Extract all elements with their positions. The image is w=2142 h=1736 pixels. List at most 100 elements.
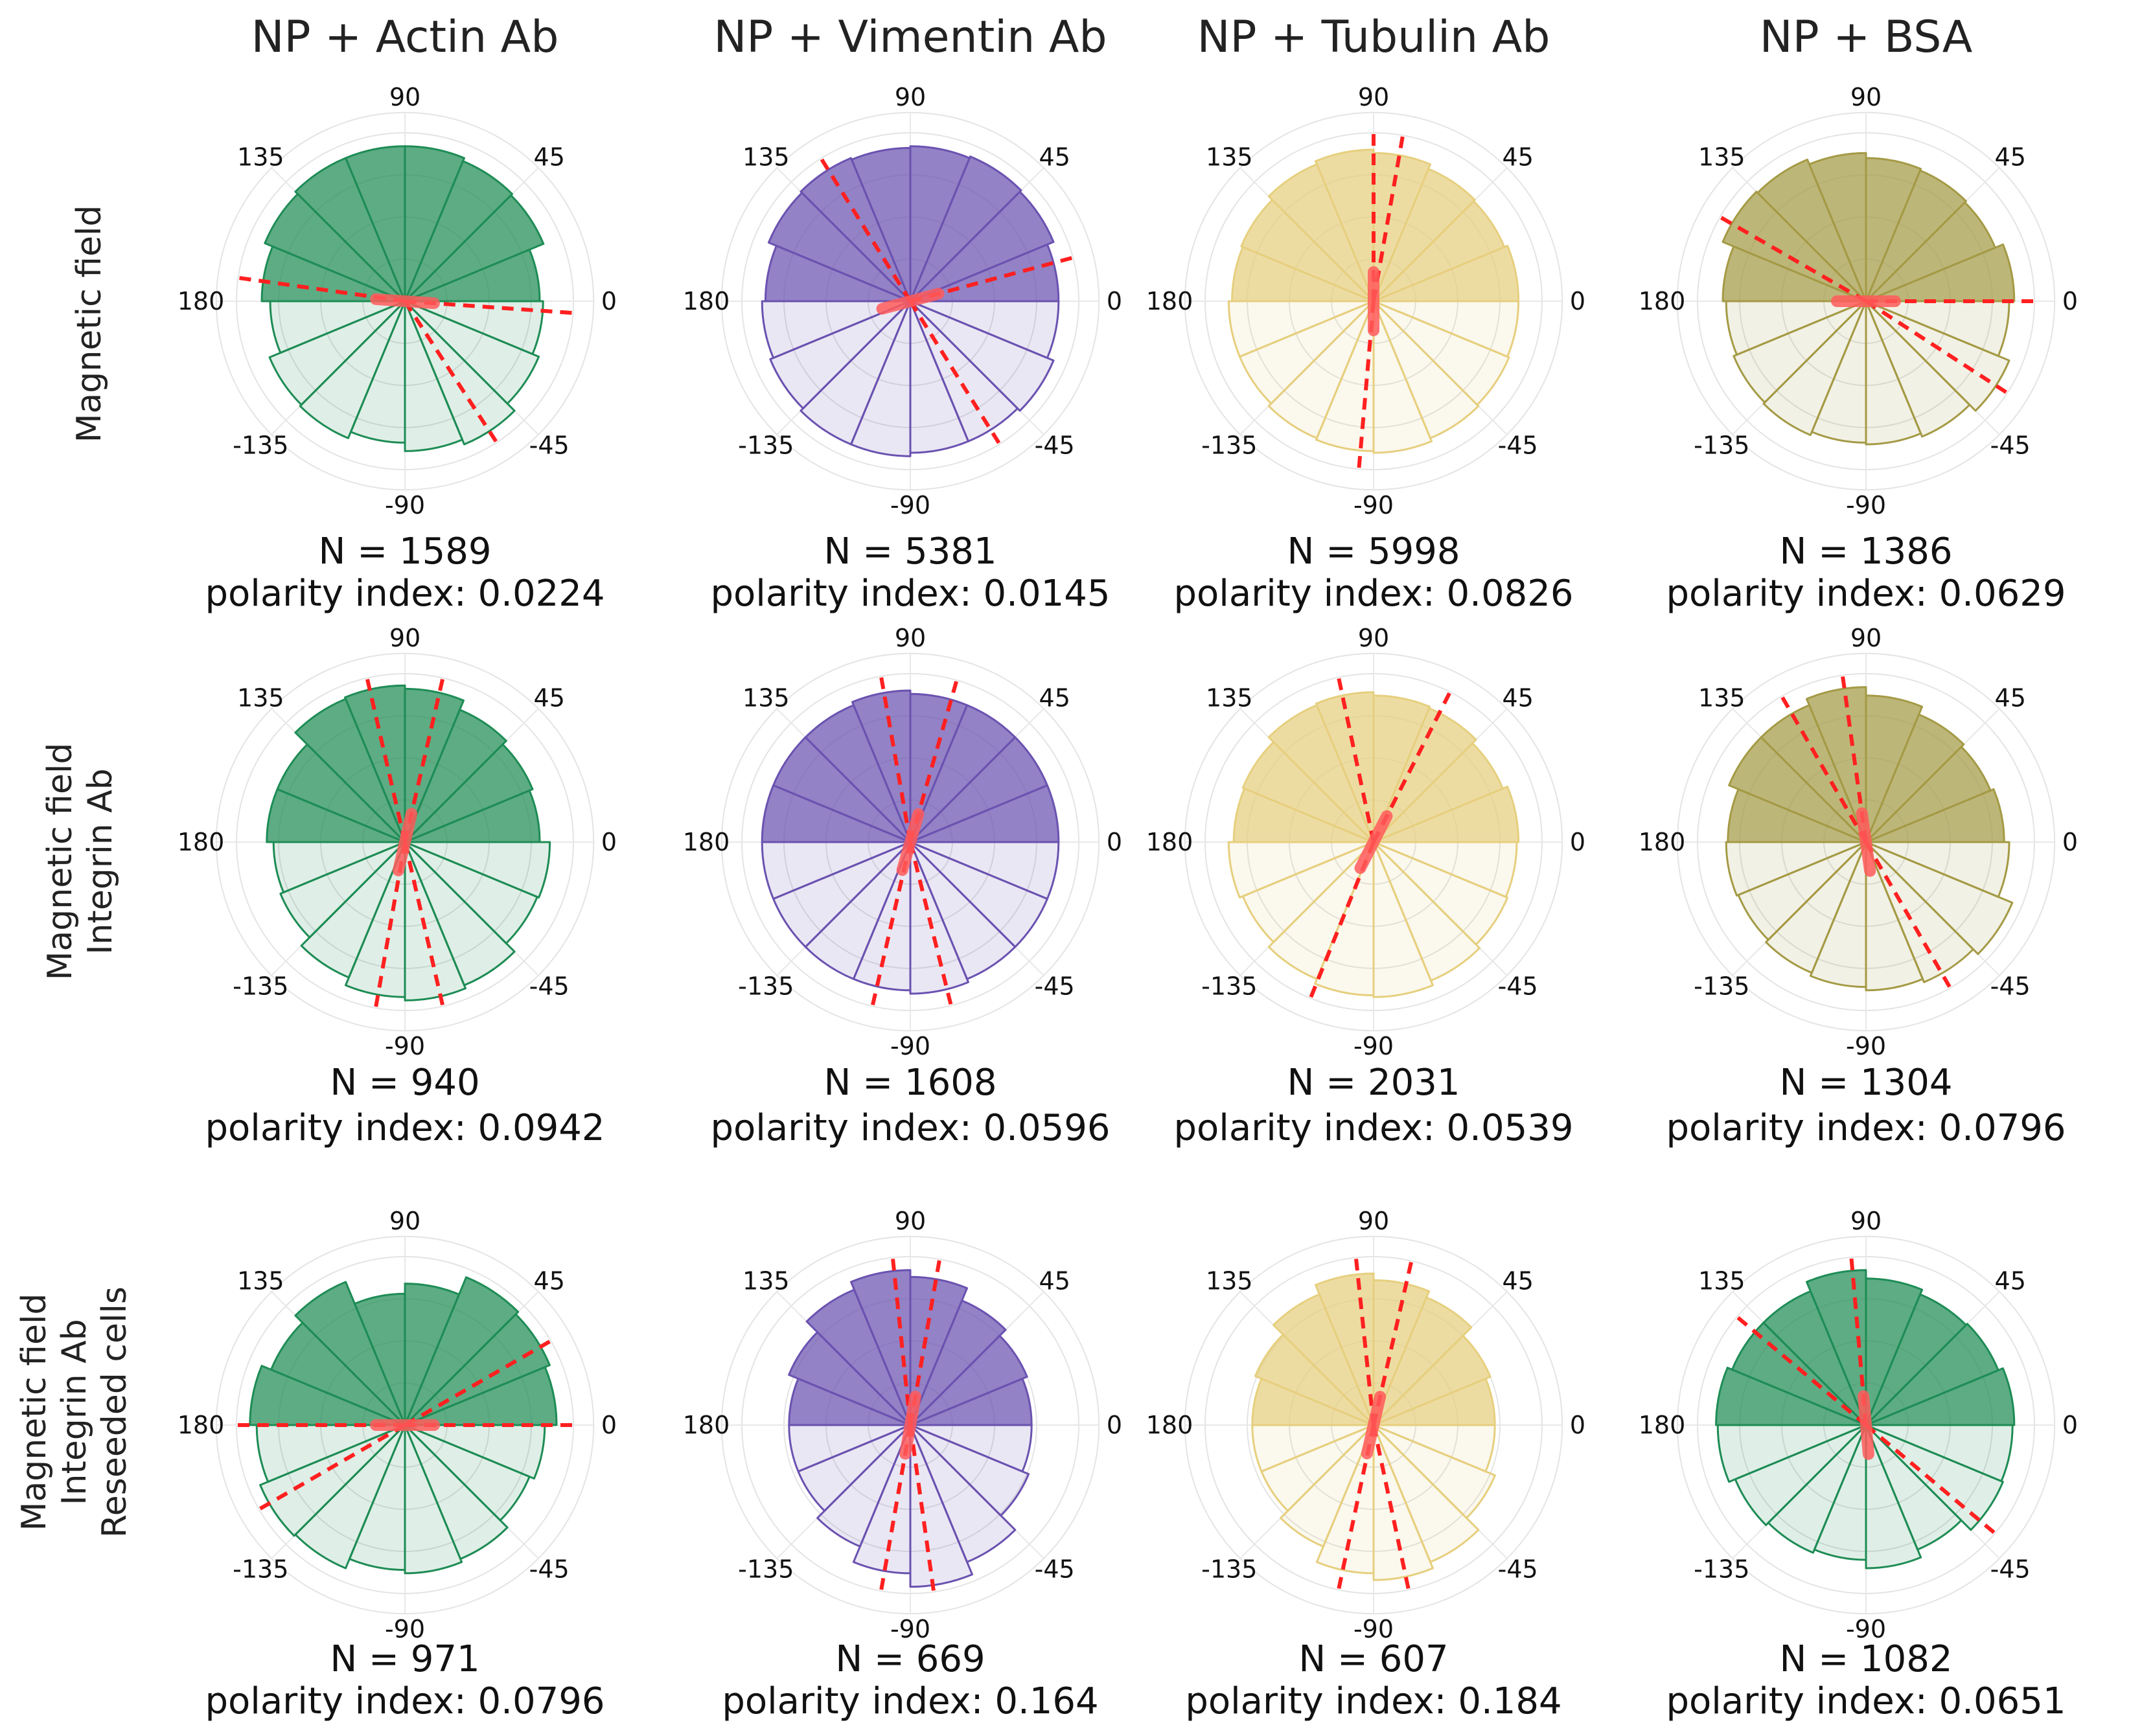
sample-size-label: N = 1589 xyxy=(319,531,492,573)
mean-direction-marker xyxy=(1354,810,1393,874)
angle-tick-label: -90 xyxy=(1846,491,1886,520)
angle-tick-label: 90 xyxy=(1850,1207,1882,1235)
histogram-bar xyxy=(404,841,466,1001)
angle-tick-label: -90 xyxy=(890,1615,930,1643)
angle-tick-label: 90 xyxy=(1850,83,1882,111)
angle-tick-label: -135 xyxy=(738,431,794,460)
angle-tick-label: 180 xyxy=(1146,828,1193,856)
mean-axis-dashed-line xyxy=(403,841,446,1011)
angle-tick-label: -90 xyxy=(385,1615,425,1643)
histogram-bar xyxy=(1806,1269,1867,1426)
angle-tick-label: 45 xyxy=(1503,1266,1534,1295)
histogram-bar xyxy=(1865,841,2010,898)
column-title-vimentin: NP + Vimentin Ab xyxy=(713,12,1107,63)
angle-tick-label: 135 xyxy=(1206,683,1253,712)
mean-axis-dashed-line xyxy=(817,154,912,303)
histogram-bar xyxy=(1865,1424,1922,1570)
angle-tick-label: 90 xyxy=(895,83,926,111)
angle-tick-label: -135 xyxy=(233,1555,288,1584)
angle-tick-label: 0 xyxy=(601,828,617,856)
mean-axis-dashed-line xyxy=(255,1423,406,1513)
histogram-bar xyxy=(344,684,406,843)
histogram-bar xyxy=(1315,148,1375,303)
histogram-bar xyxy=(1865,841,2014,955)
polarity-index-label: polarity index: 0.0224 xyxy=(205,573,605,615)
angle-tick-label: -90 xyxy=(890,1032,930,1060)
histogram-bar xyxy=(1240,199,1375,303)
histogram-bar xyxy=(404,1424,509,1560)
histogram-bar xyxy=(1725,841,1867,897)
angle-tick-label: 180 xyxy=(1146,287,1193,315)
mean-axis-dashed-line xyxy=(403,300,500,447)
angle-tick-label: -90 xyxy=(1353,491,1394,520)
histogram-bar xyxy=(909,155,1022,303)
angle-tick-label: 45 xyxy=(1995,1266,2026,1295)
mean-direction-marker xyxy=(370,293,440,310)
histogram-bar xyxy=(1372,1424,1480,1563)
histogram-bar xyxy=(1267,163,1375,303)
angle-tick-label: 135 xyxy=(237,143,284,171)
angle-tick-label: 0 xyxy=(1107,287,1122,315)
histogram-bar xyxy=(294,698,406,843)
histogram-bar xyxy=(800,157,912,303)
histogram-bar xyxy=(404,841,551,899)
angle-tick-label: 135 xyxy=(1698,143,1745,171)
histogram-bar xyxy=(1767,1424,1867,1554)
mean-axis-dashed-line xyxy=(1865,1423,1999,1537)
angle-tick-label: 45 xyxy=(1039,143,1070,171)
histogram-bar xyxy=(404,1424,463,1575)
angle-tick-label: -45 xyxy=(1990,972,2031,1001)
angle-tick-label: 45 xyxy=(534,143,565,171)
polarity-index-label: polarity index: 0.0539 xyxy=(1174,1107,1574,1149)
histogram-bar xyxy=(294,1281,406,1426)
angle-tick-label: 0 xyxy=(1107,1411,1122,1439)
histogram-bar xyxy=(909,145,971,303)
angle-tick-label: 45 xyxy=(1995,683,2026,712)
histogram-bar xyxy=(1372,1424,1496,1473)
angle-tick-label: -135 xyxy=(1201,1555,1257,1584)
angle-tick-label: 0 xyxy=(2062,287,2078,315)
histogram-bar xyxy=(1372,841,1481,982)
angle-tick-label: -90 xyxy=(385,491,425,520)
polarity-index-label: polarity index: 0.0629 xyxy=(1666,573,2066,615)
histogram-bar xyxy=(404,1283,461,1426)
histogram-bar xyxy=(1254,1333,1375,1426)
histogram-bar xyxy=(805,1288,912,1426)
angle-tick-label: -135 xyxy=(1201,431,1257,460)
angle-tick-label: -90 xyxy=(1353,1032,1394,1060)
angle-tick-label: 0 xyxy=(601,1411,617,1439)
angle-tick-label: 0 xyxy=(1107,828,1122,856)
angle-tick-label: -135 xyxy=(1201,972,1257,1001)
histogram-bar xyxy=(1372,300,1433,454)
angle-tick-label: 0 xyxy=(1570,1411,1585,1439)
angle-tick-label: -90 xyxy=(385,1032,425,1060)
histogram-bar xyxy=(1372,785,1520,843)
mean-axis-dashed-line xyxy=(404,1337,555,1427)
row-label-1: Magnetic field xyxy=(70,205,109,443)
sample-size-label: N = 1304 xyxy=(1780,1062,1953,1104)
polarity-index-label: polarity index: 0.0942 xyxy=(205,1107,605,1149)
histogram-bar xyxy=(850,1269,912,1426)
row-label-3-line-2: Integrin Ab xyxy=(55,1319,94,1505)
angle-tick-label: -45 xyxy=(1990,1555,2031,1584)
angle-tick-label: 180 xyxy=(683,828,730,856)
polarity-index-label: polarity index: 0.164 xyxy=(722,1680,1098,1722)
histogram-bar xyxy=(249,1365,406,1426)
angle-tick-label: 90 xyxy=(1358,624,1389,652)
angle-tick-label: 180 xyxy=(178,1411,225,1439)
angle-tick-label: 45 xyxy=(1039,1266,1070,1295)
sample-size-label: N = 5998 xyxy=(1287,531,1460,573)
histogram-bar xyxy=(767,192,912,303)
histogram-bar xyxy=(1372,1424,1434,1581)
histogram-bar xyxy=(788,1331,912,1426)
angle-tick-label: -90 xyxy=(1353,1615,1394,1643)
angle-tick-label: 135 xyxy=(1206,1266,1253,1295)
histogram-bar xyxy=(1865,300,2010,412)
column-title-actin: NP + Actin Ab xyxy=(251,12,559,63)
angle-tick-label: 0 xyxy=(2062,828,2078,856)
